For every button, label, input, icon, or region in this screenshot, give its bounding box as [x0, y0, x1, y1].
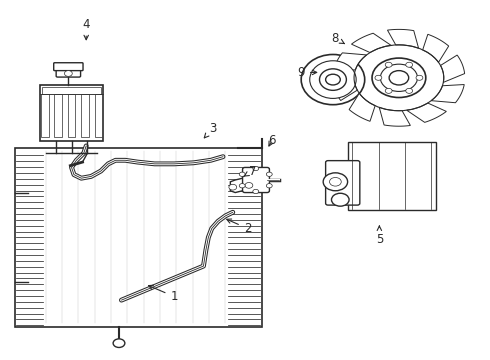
Circle shape	[416, 75, 423, 80]
Bar	[41, 94, 49, 137]
Circle shape	[267, 184, 272, 188]
FancyBboxPatch shape	[56, 66, 80, 77]
Circle shape	[245, 183, 253, 188]
Bar	[15, 148, 262, 327]
Ellipse shape	[310, 61, 356, 98]
Circle shape	[113, 339, 125, 347]
Polygon shape	[407, 103, 446, 122]
Circle shape	[330, 177, 341, 186]
Circle shape	[385, 88, 392, 93]
Polygon shape	[379, 107, 410, 126]
Bar	[347, 142, 436, 211]
Polygon shape	[351, 33, 391, 53]
Circle shape	[406, 88, 413, 93]
Bar	[54, 94, 62, 137]
Circle shape	[331, 193, 349, 206]
Circle shape	[375, 75, 382, 80]
Ellipse shape	[319, 69, 346, 90]
Circle shape	[372, 58, 426, 98]
Circle shape	[406, 62, 413, 67]
Circle shape	[239, 184, 245, 188]
Circle shape	[229, 184, 237, 190]
Text: 7: 7	[244, 165, 256, 177]
Circle shape	[385, 62, 392, 67]
Bar	[40, 85, 103, 140]
Polygon shape	[423, 34, 449, 62]
Circle shape	[65, 71, 73, 76]
FancyBboxPatch shape	[326, 161, 360, 205]
Circle shape	[323, 173, 347, 191]
Circle shape	[380, 64, 417, 91]
FancyBboxPatch shape	[54, 63, 83, 71]
Polygon shape	[230, 178, 252, 193]
Polygon shape	[441, 55, 465, 82]
Text: 1: 1	[148, 285, 178, 303]
Text: 5: 5	[376, 226, 383, 246]
Text: 3: 3	[204, 122, 217, 138]
Text: 8: 8	[332, 32, 344, 45]
Circle shape	[267, 172, 272, 176]
Polygon shape	[388, 30, 418, 48]
Polygon shape	[349, 93, 375, 121]
Polygon shape	[333, 73, 357, 100]
Bar	[95, 94, 102, 137]
Bar	[42, 87, 101, 94]
Polygon shape	[431, 85, 464, 103]
Polygon shape	[334, 53, 367, 71]
Bar	[81, 94, 89, 137]
Bar	[68, 94, 75, 137]
FancyBboxPatch shape	[243, 167, 270, 193]
Circle shape	[389, 71, 409, 85]
Text: 4: 4	[82, 18, 90, 40]
Circle shape	[253, 166, 259, 171]
Text: 6: 6	[268, 134, 275, 147]
Text: 2: 2	[227, 219, 251, 235]
Circle shape	[253, 189, 259, 194]
Ellipse shape	[301, 54, 365, 105]
Text: 9: 9	[297, 66, 317, 79]
Circle shape	[326, 74, 340, 85]
Circle shape	[239, 172, 245, 176]
